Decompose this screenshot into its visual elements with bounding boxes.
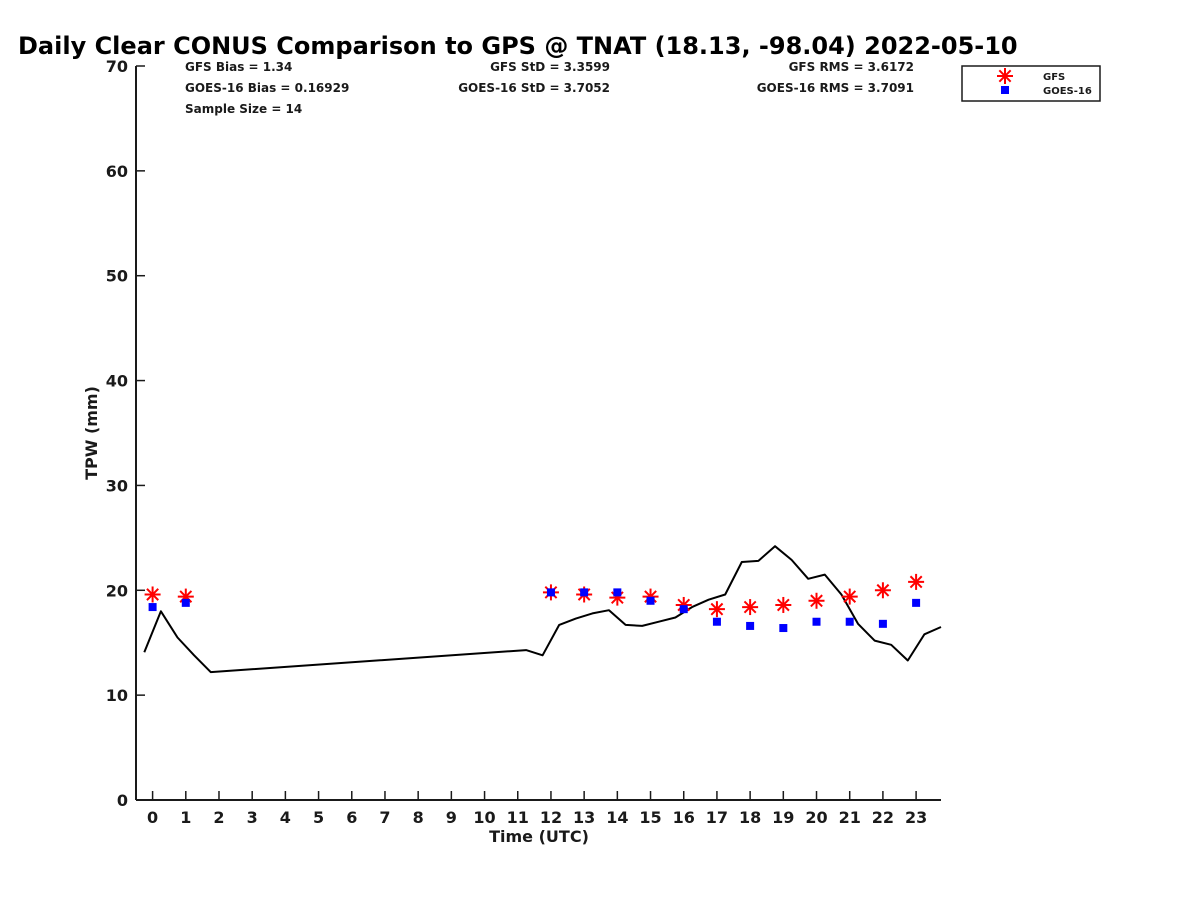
y-tick-label: 30 — [106, 476, 128, 495]
x-tick-label: 6 — [346, 808, 357, 827]
y-tick-label: 10 — [106, 686, 128, 705]
legend-gfs-label: GFS — [1043, 72, 1065, 83]
y-tick-label: 0 — [117, 791, 128, 810]
goes-point — [580, 588, 589, 597]
gfs-point — [808, 592, 825, 609]
goes-point — [181, 598, 190, 607]
x-tick-label: 11 — [507, 808, 529, 827]
x-tick-label: 16 — [673, 808, 695, 827]
y-tick-label: 70 — [106, 57, 128, 76]
gfs-rms-text: GFS RMS = 3.6172 — [789, 60, 914, 74]
gfs-point — [708, 601, 725, 618]
y-tick-label: 20 — [106, 581, 128, 600]
legend-box — [961, 65, 1101, 102]
plot-area — [143, 545, 942, 674]
x-tick-label: 12 — [540, 808, 562, 827]
x-tick-label: 0 — [147, 808, 158, 827]
chart-title: Daily Clear CONUS Comparison to GPS @ TN… — [18, 32, 1018, 60]
gfs-point — [775, 596, 792, 613]
x-tick-label: 1 — [180, 808, 191, 827]
gfs-bias-text: GFS Bias = 1.34 — [185, 60, 292, 74]
legend-asterisk — [997, 68, 1013, 84]
x-tick-label: 15 — [639, 808, 661, 827]
x-tick-label: 5 — [313, 808, 324, 827]
x-tick-label: 10 — [473, 808, 495, 827]
gps-line — [143, 545, 942, 674]
gfs-std-text: GFS StD = 3.3599 — [490, 60, 610, 74]
x-tick-label: 4 — [280, 808, 291, 827]
goes-point — [845, 617, 854, 626]
legend-goes-label: GOES-16 — [1043, 86, 1092, 97]
goes-point — [646, 596, 655, 605]
x-tick-label: 8 — [413, 808, 424, 827]
stats-block: GFS Bias = 1.34 GOES-16 Bias = 0.16929 S… — [185, 60, 914, 116]
x-tick-label: 23 — [905, 808, 927, 827]
legend: GFS GOES-16 — [961, 65, 1101, 102]
goes-point — [878, 619, 887, 628]
goes-point — [912, 598, 921, 607]
x-tick-label: 18 — [739, 808, 761, 827]
x-tick-label: 22 — [872, 808, 894, 827]
y-axis-label: TPW (mm) — [82, 386, 101, 480]
x-tick-label: 14 — [606, 808, 628, 827]
legend-gfs-asterisk-icon — [997, 68, 1013, 84]
x-tick-label: 3 — [247, 808, 258, 827]
y-tick-label: 50 — [106, 267, 128, 286]
goes-point — [546, 588, 555, 597]
goes-point — [812, 617, 821, 626]
goes-point — [148, 603, 157, 612]
goes-std-text: GOES-16 StD = 3.7052 — [458, 81, 610, 95]
goes-rms-text: GOES-16 RMS = 3.7091 — [757, 81, 914, 95]
goes-point — [679, 605, 688, 614]
goes-point — [712, 617, 721, 626]
x-tick-label: 19 — [772, 808, 794, 827]
legend-goes-square-icon — [1001, 86, 1009, 94]
gfs-point — [742, 599, 759, 616]
goes-point — [613, 588, 622, 597]
x-tick-label: 20 — [805, 808, 827, 827]
gfs-point — [908, 573, 925, 590]
sample-size-text: Sample Size = 14 — [185, 102, 302, 116]
x-tick-label: 7 — [379, 808, 390, 827]
y-tick-label: 60 — [106, 162, 128, 181]
goes-bias-text: GOES-16 Bias = 0.16929 — [185, 81, 349, 95]
x-tick-label: 2 — [213, 808, 224, 827]
x-tick-label: 13 — [573, 808, 595, 827]
x-tick-label: 21 — [839, 808, 861, 827]
gfs-point — [874, 582, 891, 599]
x-tick-label: 17 — [706, 808, 728, 827]
x-axis-label: Time (UTC) — [489, 827, 589, 846]
x-tick-label: 9 — [446, 808, 457, 827]
gfs-point — [144, 586, 161, 603]
goes-point — [746, 621, 755, 630]
gfs-point — [841, 588, 858, 605]
goes-point — [779, 624, 788, 633]
y-tick-label: 40 — [106, 372, 128, 391]
